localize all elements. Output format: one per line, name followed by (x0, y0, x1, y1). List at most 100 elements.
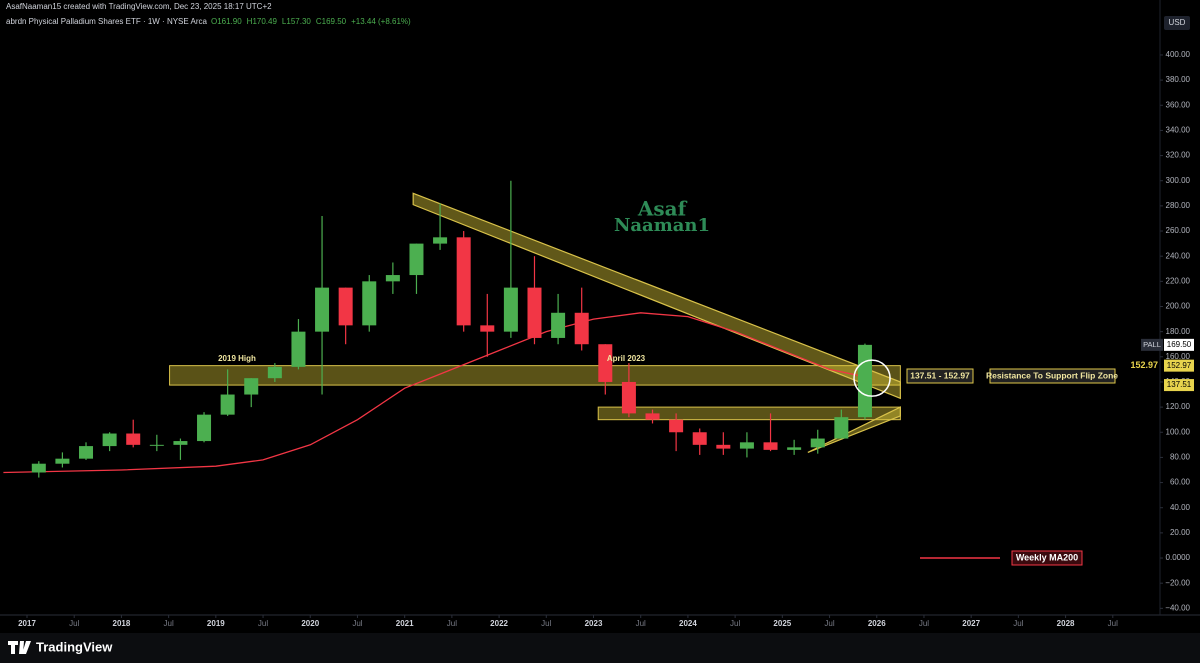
candle-body (149, 444, 164, 446)
x-tick-label: 2023 (585, 619, 603, 628)
candle-body (810, 438, 825, 448)
candle-body (433, 237, 448, 244)
x-tick-label: Jul (919, 619, 929, 628)
zone (169, 365, 901, 386)
y-tick-label: 60.00 (1170, 478, 1191, 487)
last-price: 169.50 (1167, 340, 1192, 349)
y-tick-label: 20.00 (1170, 528, 1191, 537)
candle-body (267, 366, 282, 379)
zone-note: Resistance To Support Flip Zone (986, 370, 1118, 380)
candle-body (669, 419, 684, 433)
highlight (853, 359, 891, 397)
currency-box (1164, 16, 1190, 30)
candle-body (739, 442, 754, 449)
x-tick-label: Jul (1013, 619, 1023, 628)
zone-price: 152.97 (1167, 361, 1192, 370)
x-tick-label: 2017 (18, 619, 36, 628)
candle-body (456, 237, 471, 326)
note: April 2023 (607, 354, 646, 363)
candle-body (716, 444, 731, 449)
candle-body (102, 433, 117, 447)
zone-price-badge (1164, 359, 1194, 372)
x-tick-label: Jul (1108, 619, 1118, 628)
candle-body (385, 275, 400, 282)
candle-body (787, 447, 802, 450)
zone-price: 137.51 (1167, 380, 1192, 389)
candle-body (503, 287, 518, 332)
x-tick-label: Jul (69, 619, 79, 628)
credit: AsafNaaman15 created with TradingView.co… (6, 2, 272, 11)
symbol-title: abrdn Physical Palladium Shares ETF · 1W… (6, 17, 208, 26)
x-tick-label: 2028 (1057, 619, 1075, 628)
y-tick-label: 340.00 (1166, 126, 1191, 135)
y-tick-label: 180.00 (1166, 327, 1191, 336)
zone-label: 137.51 - 152.97 (910, 370, 970, 380)
plot (3, 180, 901, 478)
x-tick-label: 2027 (962, 619, 980, 628)
candle-body (244, 378, 259, 395)
x-tick-label: Jul (164, 619, 174, 628)
y-tick-label: 200.00 (1166, 302, 1191, 311)
candle-body (291, 331, 306, 367)
candle-body (598, 344, 613, 382)
candle-body (79, 446, 94, 459)
channel (807, 406, 901, 453)
candle-body (315, 287, 330, 332)
y-tick-label: 160.00 (1166, 352, 1191, 361)
x-tick-label: Jul (258, 619, 268, 628)
y-tick-label: −40.00 (1165, 603, 1190, 612)
x-tick-label: 2020 (301, 619, 319, 628)
brand: TradingView (36, 639, 113, 654)
y-tick-label: 320.00 (1166, 151, 1191, 160)
change: +13.44 (+8.61%) (351, 17, 411, 26)
zone-price-badge (1164, 379, 1194, 392)
y-tick-label: 80.00 (1170, 453, 1191, 462)
candle-body (834, 417, 849, 439)
y-tick-label: 280.00 (1166, 201, 1191, 210)
x-tick-label: 2024 (679, 619, 697, 628)
y-tick-label: 380.00 (1166, 75, 1191, 84)
x-tick-label: Jul (636, 619, 646, 628)
y-tick-label: 260.00 (1166, 226, 1191, 235)
x-tick-label: 2018 (113, 619, 131, 628)
candle-body (692, 432, 707, 445)
zone-note-box (989, 368, 1116, 384)
legend-box (1011, 550, 1083, 566)
y-tick-label: 100.00 (1166, 427, 1191, 436)
candle-body (31, 463, 46, 473)
ohlc-value: H170.49 (247, 17, 278, 26)
symbol: PALL (1143, 340, 1161, 349)
candle-body (527, 287, 542, 338)
candle-body (763, 442, 778, 450)
candle-body (645, 413, 660, 420)
x-tick-label: 2019 (207, 619, 225, 628)
y-tick-label: 240.00 (1166, 251, 1191, 260)
y-tick-label: −20.00 (1165, 578, 1190, 587)
candle-body (338, 287, 353, 326)
last-price-badge (1164, 338, 1194, 351)
note: 2019 High (218, 354, 256, 363)
legend-label: Weekly MA200 (1016, 552, 1078, 562)
watermark: Asaf (637, 197, 688, 221)
y-tick-label: 300.00 (1166, 176, 1191, 185)
x-tick-label: Jul (352, 619, 362, 628)
currency: USD (1169, 18, 1186, 27)
y-tick-label: 220.00 (1166, 276, 1191, 285)
x-tick-label: 2022 (490, 619, 508, 628)
y-tick-label: 40.00 (1170, 503, 1191, 512)
ma-line (3, 312, 873, 474)
candle-body (551, 312, 566, 338)
ohlc-value: O161.90 (211, 17, 242, 26)
ohlc-value: C169.50 (316, 17, 347, 26)
candle-body (409, 243, 424, 276)
x-tick-label: Jul (824, 619, 834, 628)
candle-body (197, 414, 212, 442)
candle-body (857, 344, 872, 418)
footer-bar (0, 633, 1200, 663)
y-tick-label: 360.00 (1166, 100, 1191, 109)
candle-body (480, 325, 495, 332)
y-tick-label: 400.00 (1166, 50, 1191, 59)
candle-body (362, 281, 377, 326)
